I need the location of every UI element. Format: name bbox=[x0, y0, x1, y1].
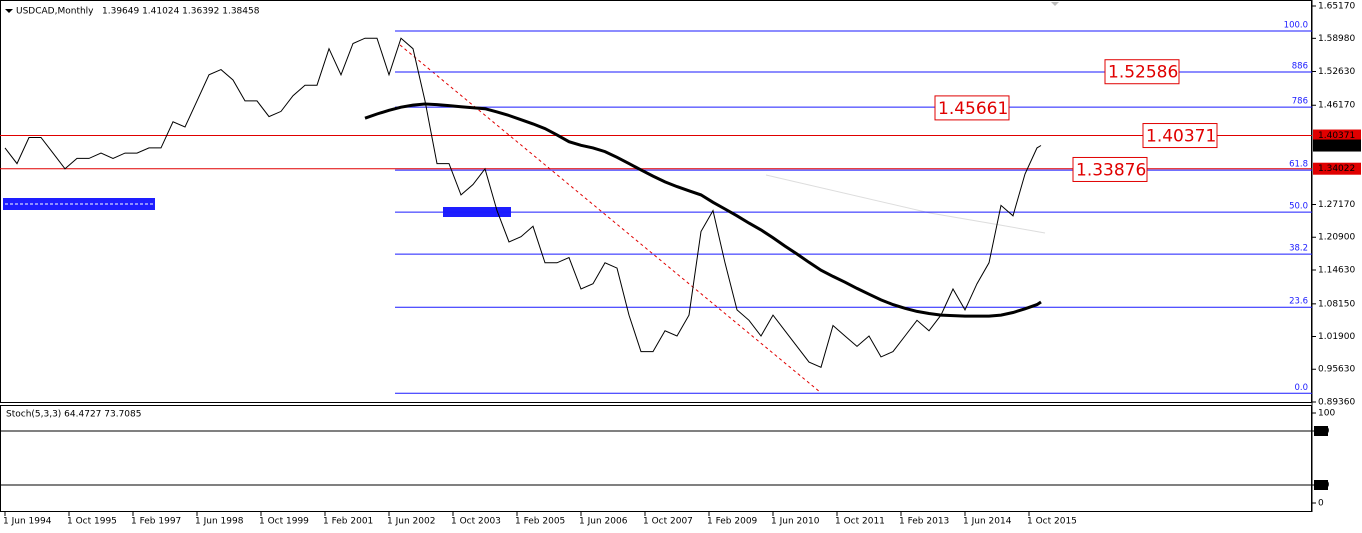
price-tag-label: 1.34022 bbox=[1318, 164, 1355, 174]
y-tick-label: 1.52630 bbox=[1318, 67, 1355, 77]
fib-label: 886 bbox=[1292, 62, 1308, 72]
moving-average bbox=[364, 102, 1042, 318]
y-tick-label: 1.20900 bbox=[1318, 233, 1355, 243]
zone-box bbox=[3, 198, 155, 210]
fib-label: 50.0 bbox=[1289, 202, 1308, 212]
x-tick-label: 1 Feb 2001 bbox=[323, 517, 373, 527]
ohlc-header: 1.39649 1.41024 1.36392 1.38458 bbox=[102, 7, 260, 17]
x-tick-label: 1 Oct 2007 bbox=[643, 517, 693, 527]
stoch-level-label: 80 bbox=[1315, 427, 1327, 437]
stoch-level-tag bbox=[1314, 480, 1328, 490]
stoch-tick-label: 100 bbox=[1318, 409, 1335, 419]
annotation-box bbox=[1072, 156, 1148, 182]
y-tick-label: 1.58980 bbox=[1318, 34, 1355, 44]
fib-label: 61.8 bbox=[1289, 160, 1308, 170]
stoch-level-tag bbox=[1314, 426, 1328, 436]
chart-title: USDCAD,Monthly bbox=[16, 7, 94, 17]
annotation-box bbox=[934, 95, 1010, 121]
stoch-tick-label: 0 bbox=[1318, 499, 1324, 509]
x-tick-label: 1 Oct 2011 bbox=[835, 517, 885, 527]
annotation-text: 1.33876 bbox=[1076, 160, 1146, 180]
fib-label: 38.2 bbox=[1289, 244, 1308, 254]
fib-label: 786 bbox=[1292, 97, 1308, 107]
price-line bbox=[4, 37, 1042, 368]
price-tag bbox=[1313, 129, 1361, 142]
fib-label: 23.6 bbox=[1289, 297, 1308, 307]
white-line-edge bbox=[765, 174, 1046, 234]
x-tick-label: 1 Oct 2015 bbox=[1027, 517, 1077, 527]
annotation-text: 1.40371 bbox=[1146, 127, 1216, 147]
price-tag-label: 1.40371 bbox=[1318, 131, 1355, 141]
annotation-text: 1.45661 bbox=[938, 99, 1008, 119]
stoch-title: Stoch(5,3,3) 64.4727 73.7085 bbox=[6, 410, 141, 420]
fib-label: 100.0 bbox=[1284, 21, 1308, 31]
x-tick-label: 1 Jun 1994 bbox=[3, 517, 52, 527]
menu-arrow bbox=[5, 9, 13, 13]
price-tag-label: 1.38458 bbox=[1318, 141, 1355, 151]
annotation-box bbox=[1104, 59, 1180, 85]
price-tag bbox=[1313, 162, 1361, 175]
x-tick-label: 1 Oct 1999 bbox=[259, 517, 309, 527]
stoch-level-label: 20 bbox=[1315, 481, 1327, 491]
y-tick-label: 1.27170 bbox=[1318, 200, 1355, 210]
x-tick-label: 1 Jun 2006 bbox=[579, 517, 628, 527]
y-tick-label: 1.01900 bbox=[1318, 332, 1355, 342]
x-tick-label: 1 Jun 1998 bbox=[195, 517, 244, 527]
y-tick-label: 1.65170 bbox=[1318, 2, 1355, 12]
y-tick-label: 1.46170 bbox=[1318, 101, 1355, 111]
fib-label: 0.0 bbox=[1294, 383, 1308, 393]
x-tick-label: 1 Feb 2005 bbox=[515, 517, 565, 527]
x-tick-label: 1 Jun 2014 bbox=[963, 517, 1012, 527]
annotation-text: 1.52586 bbox=[1108, 63, 1178, 83]
x-tick-label: 1 Feb 1997 bbox=[131, 517, 181, 527]
x-tick-label: 1 Jun 2002 bbox=[387, 517, 435, 527]
y-tick-label: 0.89360 bbox=[1318, 398, 1355, 408]
y-tick-label: 1.08150 bbox=[1318, 299, 1355, 309]
x-tick-label: 1 Feb 2013 bbox=[899, 517, 949, 527]
annotation-box bbox=[1142, 123, 1218, 149]
x-tick-label: 1 Oct 2003 bbox=[451, 517, 501, 527]
trend-line bbox=[399, 44, 821, 393]
scroll-marker bbox=[1051, 2, 1059, 6]
x-tick-label: 1 Feb 2009 bbox=[707, 517, 758, 527]
x-tick-label: 1 Oct 1995 bbox=[67, 517, 117, 527]
price-tag bbox=[1313, 139, 1361, 152]
x-tick-label: 1 Jun 2010 bbox=[771, 517, 820, 527]
y-tick-label: 0.95630 bbox=[1318, 365, 1355, 375]
y-tick-label: 1.14630 bbox=[1318, 266, 1355, 276]
